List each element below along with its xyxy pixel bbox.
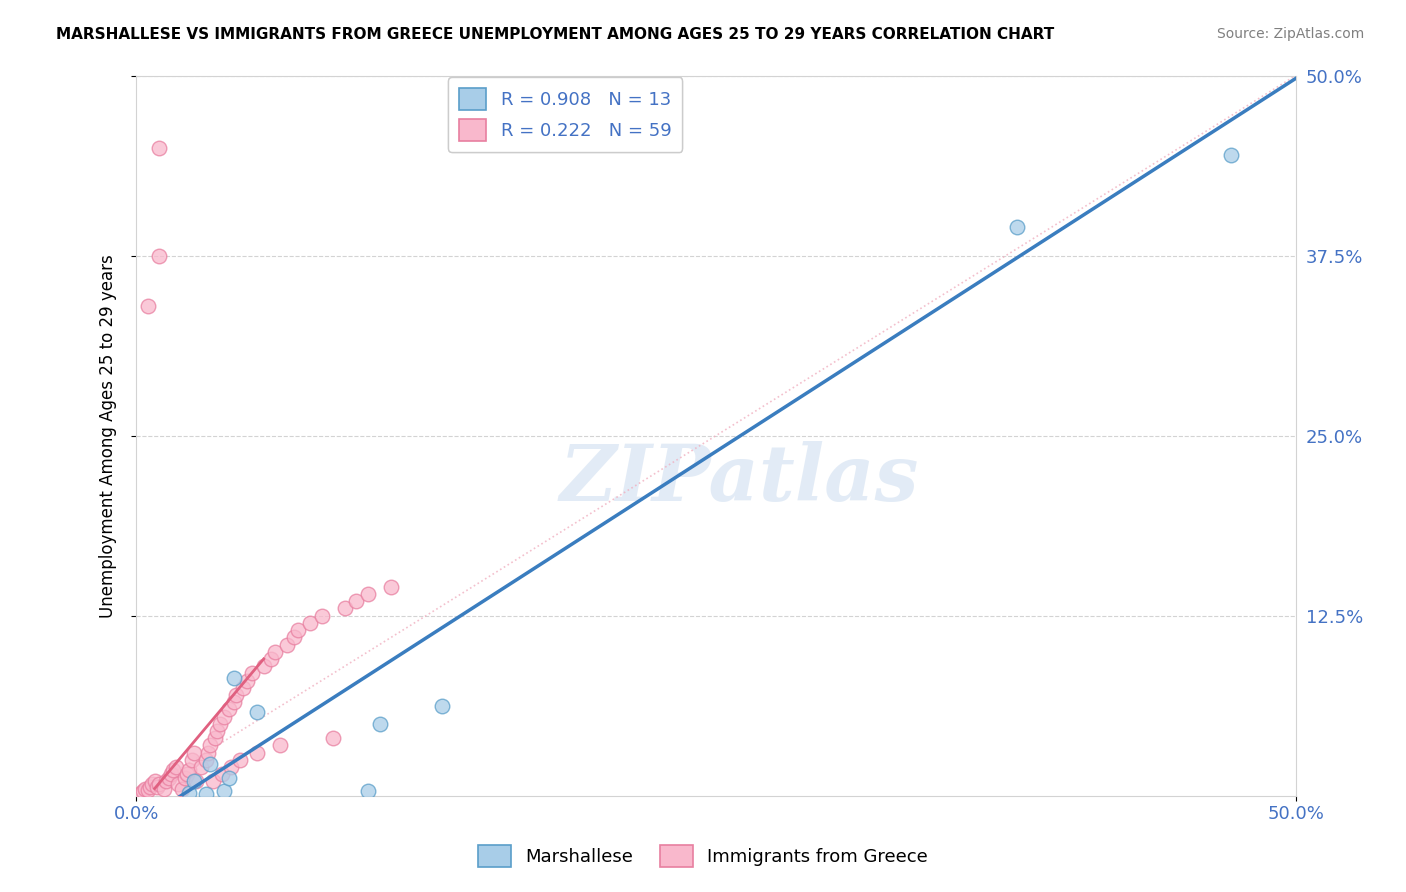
Point [225, 688, 247, 702]
Point [194, 753, 217, 767]
Point [322, 731, 344, 746]
Point [200, 757, 222, 772]
Point [186, 774, 208, 789]
Point [259, 652, 281, 666]
Point [218, 702, 240, 716]
Text: Source: ZipAtlas.com: Source: ZipAtlas.com [1216, 27, 1364, 41]
Point [172, 781, 194, 796]
Point [276, 638, 298, 652]
Point [141, 777, 163, 791]
Point [148, 777, 170, 791]
Point [148, 140, 170, 154]
Point [222, 695, 245, 709]
Point [229, 753, 252, 767]
Point [162, 763, 184, 777]
Point [139, 780, 162, 794]
Point [222, 671, 245, 685]
Point [134, 781, 156, 796]
Point [299, 615, 322, 630]
Legend: Marshallese, Immigrants from Greece: Marshallese, Immigrants from Greece [471, 838, 935, 874]
Point [136, 299, 159, 313]
Point [143, 774, 166, 789]
Point [204, 731, 226, 746]
Point [148, 249, 170, 263]
Point [146, 780, 169, 794]
Point [165, 760, 187, 774]
Point [173, 772, 195, 786]
Point [179, 763, 201, 777]
Point [236, 673, 259, 688]
Point [218, 772, 240, 786]
Point [269, 739, 291, 753]
Point [211, 767, 233, 781]
Point [232, 681, 254, 695]
Point [357, 784, 380, 798]
Point [264, 645, 287, 659]
Point [380, 580, 402, 594]
Point [219, 760, 242, 774]
Point [194, 787, 217, 801]
Point [179, 786, 201, 800]
Point [207, 723, 229, 738]
Point [157, 772, 180, 786]
Point [346, 594, 368, 608]
Point [201, 774, 224, 789]
Point [368, 716, 391, 731]
Point [176, 767, 198, 781]
Point [208, 716, 231, 731]
Point [311, 608, 333, 623]
Point [212, 784, 235, 798]
Point [212, 709, 235, 723]
Point [283, 630, 305, 644]
Point [200, 739, 222, 753]
Point [253, 659, 276, 673]
Text: MARSHALLESE VS IMMIGRANTS FROM GREECE UNEMPLOYMENT AMONG AGES 25 TO 29 YEARS COR: MARSHALLESE VS IMMIGRANTS FROM GREECE UN… [56, 27, 1054, 42]
Point [129, 786, 152, 800]
Point [136, 783, 159, 797]
Text: ZIPatlas: ZIPatlas [560, 441, 920, 517]
Point [180, 753, 202, 767]
Point [132, 784, 155, 798]
Point [246, 746, 269, 760]
Point [183, 774, 205, 789]
Point [1007, 219, 1029, 234]
Point [190, 760, 212, 774]
Point [246, 705, 269, 719]
Point [1219, 147, 1241, 161]
Point [333, 601, 356, 615]
Point [155, 774, 177, 789]
Point [183, 746, 205, 760]
Point [287, 623, 309, 637]
Point [357, 587, 380, 601]
Point [240, 666, 263, 681]
Point [166, 777, 188, 791]
Point [153, 781, 176, 796]
Point [160, 767, 183, 781]
Point [197, 746, 219, 760]
Point [432, 699, 454, 714]
Y-axis label: Unemployment Among Ages 25 to 29 years: Unemployment Among Ages 25 to 29 years [100, 253, 117, 617]
Legend: R = 0.908   N = 13, R = 0.222   N = 59: R = 0.908 N = 13, R = 0.222 N = 59 [449, 78, 682, 153]
